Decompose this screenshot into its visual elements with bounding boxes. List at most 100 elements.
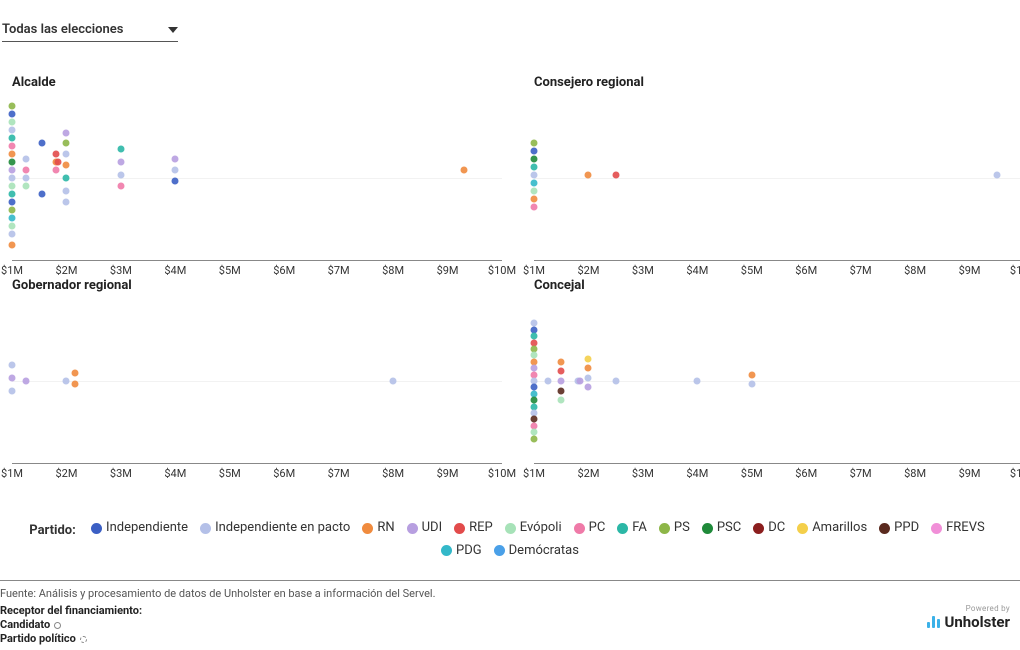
legend-item-evópoli[interactable]: Evópoli <box>505 518 562 538</box>
data-point[interactable] <box>531 171 538 178</box>
data-point[interactable] <box>9 103 16 110</box>
legend-item-frevs[interactable]: FREVS <box>931 518 985 538</box>
data-point[interactable] <box>9 167 16 174</box>
data-point[interactable] <box>63 199 70 206</box>
legend-item-ppd[interactable]: PPD <box>879 518 919 538</box>
data-point[interactable] <box>748 371 755 378</box>
data-point[interactable] <box>612 378 619 385</box>
data-point[interactable] <box>390 378 397 385</box>
legend-item-ps[interactable]: PS <box>659 518 690 538</box>
data-point[interactable] <box>71 370 78 377</box>
swatch-icon <box>574 523 585 534</box>
data-point[interactable] <box>531 187 538 194</box>
data-point[interactable] <box>63 139 70 146</box>
data-point[interactable] <box>748 381 755 388</box>
data-point[interactable] <box>585 171 592 178</box>
legend-item-pdg[interactable]: PDG <box>441 541 482 561</box>
data-point[interactable] <box>9 127 16 134</box>
tick-label: $4M <box>686 264 708 277</box>
election-dropdown[interactable]: Todas las elecciones <box>2 18 178 42</box>
data-point[interactable] <box>9 175 16 182</box>
legend-item-rn[interactable]: RN <box>362 518 394 538</box>
data-point[interactable] <box>63 175 70 182</box>
data-point[interactable] <box>22 175 29 182</box>
data-point[interactable] <box>55 159 62 166</box>
data-point[interactable] <box>531 179 538 186</box>
legend-item-pc[interactable]: PC <box>574 518 606 538</box>
data-point[interactable] <box>9 159 16 166</box>
data-point[interactable] <box>22 155 29 162</box>
legend-item-demócratas[interactable]: Demócratas <box>494 541 579 561</box>
data-point[interactable] <box>558 368 565 375</box>
data-point[interactable] <box>117 146 124 153</box>
data-point[interactable] <box>9 362 16 369</box>
data-point[interactable] <box>22 378 29 385</box>
data-point[interactable] <box>9 242 16 249</box>
data-point[interactable] <box>117 171 124 178</box>
data-point[interactable] <box>612 171 619 178</box>
data-point[interactable] <box>172 178 179 185</box>
data-point[interactable] <box>22 183 29 190</box>
data-point[interactable] <box>63 130 70 137</box>
swatch-icon <box>659 523 670 534</box>
data-point[interactable] <box>531 139 538 146</box>
swatch-icon <box>91 523 102 534</box>
data-point[interactable] <box>117 183 124 190</box>
legend-item-fa[interactable]: FA <box>617 518 647 538</box>
data-point[interactable] <box>9 215 16 222</box>
data-point[interactable] <box>544 378 551 385</box>
data-point[interactable] <box>460 167 467 174</box>
data-point[interactable] <box>9 191 16 198</box>
tick-label: $7M <box>850 264 872 277</box>
data-point[interactable] <box>9 143 16 150</box>
data-point[interactable] <box>531 195 538 202</box>
data-point[interactable] <box>22 167 29 174</box>
data-point[interactable] <box>38 139 45 146</box>
data-point[interactable] <box>993 171 1000 178</box>
legend-item-udi[interactable]: UDI <box>407 518 443 538</box>
data-point[interactable] <box>9 207 16 214</box>
legend-item-rep[interactable]: REP <box>454 518 493 538</box>
data-point[interactable] <box>694 378 701 385</box>
data-point[interactable] <box>63 162 70 169</box>
data-point[interactable] <box>531 155 538 162</box>
legend-item-amarillos[interactable]: Amarillos <box>797 518 867 538</box>
data-point[interactable] <box>558 378 565 385</box>
legend-item-independiente-en-pacto[interactable]: Independiente en pacto <box>200 518 350 538</box>
data-point[interactable] <box>9 374 16 381</box>
data-point[interactable] <box>9 111 16 118</box>
data-point[interactable] <box>585 355 592 362</box>
data-point[interactable] <box>531 147 538 154</box>
data-point[interactable] <box>558 358 565 365</box>
data-point[interactable] <box>52 151 59 158</box>
data-point[interactable] <box>9 183 16 190</box>
data-point[interactable] <box>71 381 78 388</box>
data-point[interactable] <box>531 163 538 170</box>
data-point[interactable] <box>585 365 592 372</box>
data-point[interactable] <box>577 378 584 385</box>
data-point[interactable] <box>172 167 179 174</box>
data-point[interactable] <box>63 378 70 385</box>
data-point[interactable] <box>9 199 16 206</box>
data-point[interactable] <box>38 191 45 198</box>
data-point[interactable] <box>9 135 16 142</box>
data-point[interactable] <box>9 387 16 394</box>
data-point[interactable] <box>585 374 592 381</box>
data-point[interactable] <box>9 231 16 238</box>
legend-item-dc[interactable]: DC <box>753 518 785 538</box>
legend-item-independiente[interactable]: Independiente <box>91 518 188 538</box>
data-point[interactable] <box>585 384 592 391</box>
data-point[interactable] <box>558 397 565 404</box>
data-point[interactable] <box>531 435 538 442</box>
data-point[interactable] <box>172 155 179 162</box>
legend-item-psc[interactable]: PSC <box>702 518 741 538</box>
data-point[interactable] <box>63 187 70 194</box>
data-point[interactable] <box>117 159 124 166</box>
data-point[interactable] <box>63 151 70 158</box>
data-point[interactable] <box>9 223 16 230</box>
data-point[interactable] <box>558 387 565 394</box>
data-point[interactable] <box>9 151 16 158</box>
data-point[interactable] <box>52 167 59 174</box>
data-point[interactable] <box>9 119 16 126</box>
data-point[interactable] <box>531 203 538 210</box>
